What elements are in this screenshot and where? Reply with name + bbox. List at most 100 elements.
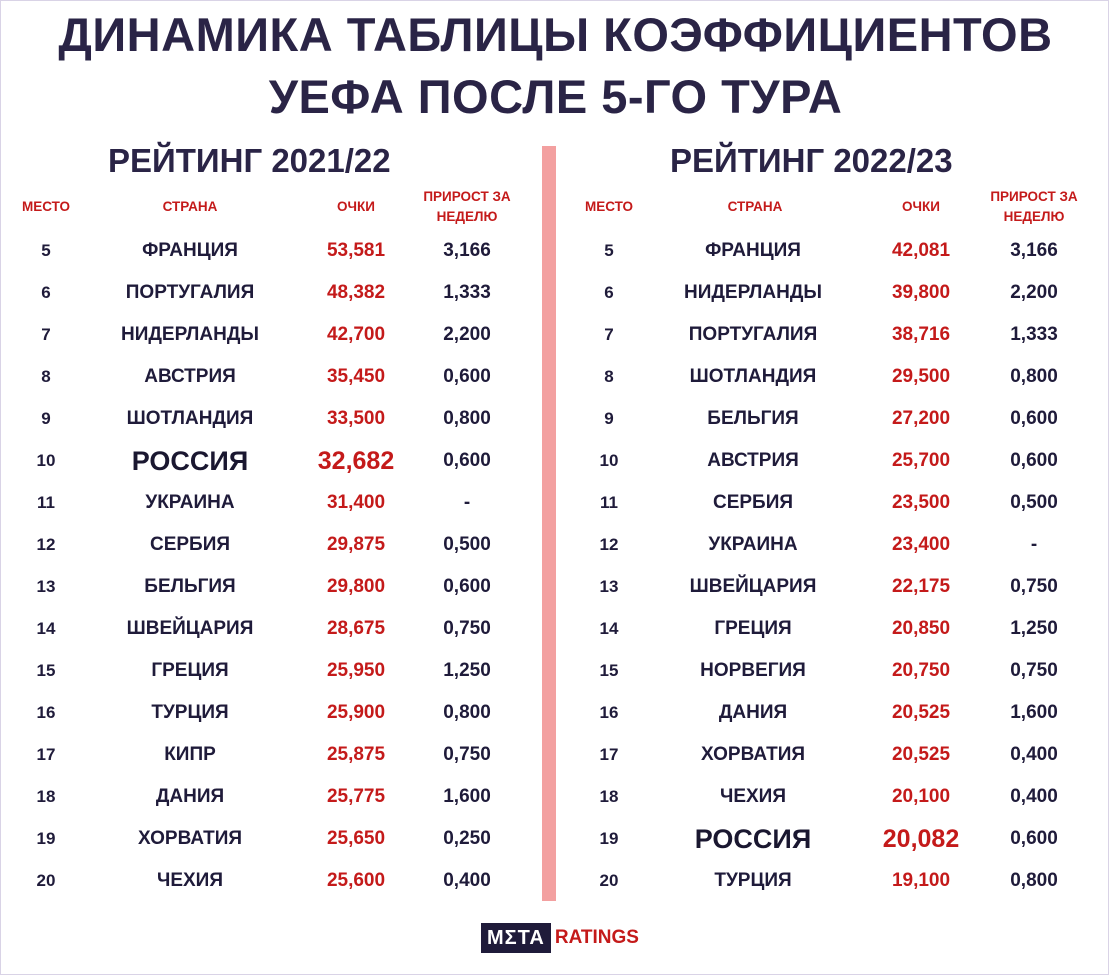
row-place: 8 [41, 367, 51, 386]
row-place: 5 [41, 241, 51, 260]
row-growth: 0,800 [1010, 366, 1058, 387]
row-growth: 0,750 [443, 618, 491, 639]
row-points: 38,716 [891, 324, 951, 345]
row-country: ШВЕЙЦАРИЯ [689, 576, 817, 597]
header-growth-line-1: ПРИРОСТ ЗА [990, 189, 1078, 204]
header-place: МЕСТО [21, 199, 71, 214]
row-country: ШВЕЙЦАРИЯ [126, 618, 254, 639]
logo-text: RATINGS [554, 927, 639, 948]
row-growth: - [463, 492, 471, 513]
row-country: ДАНИЯ [155, 786, 225, 807]
row-growth: 1,250 [1010, 618, 1058, 639]
row-growth: 0,400 [443, 870, 491, 891]
table-row: 6 ПОРТУГАЛИЯ 48,382 1,333 [0, 272, 540, 314]
header-place: МЕСТО [584, 199, 634, 214]
row-points: 20,525 [891, 702, 951, 723]
row-place: 8 [604, 367, 614, 386]
row-place: 14 [599, 619, 619, 638]
row-growth: 0,750 [1010, 660, 1058, 681]
row-growth: 0,600 [1010, 408, 1058, 429]
row-country: ГРЕЦИЯ [151, 660, 229, 681]
row-growth: 0,600 [443, 366, 491, 387]
row-growth: 0,800 [443, 408, 491, 429]
row-country: РОССИЯ [694, 824, 812, 854]
row-place: 17 [599, 745, 619, 764]
row-country: ЧЕХИЯ [156, 870, 223, 891]
row-points: 22,175 [891, 576, 951, 597]
table-row: 10 АВСТРИЯ 25,700 0,600 [565, 440, 1111, 482]
row-points: 23,500 [891, 492, 951, 513]
table-row: 20 ТУРЦИЯ 19,100 0,800 [565, 860, 1111, 902]
row-country: ТУРЦИЯ [714, 870, 792, 891]
header-growth: ПРИРОСТ ЗА НЕДЕЛЮ [975, 187, 1093, 227]
row-growth: 1,333 [1010, 324, 1058, 345]
table-row: 15 ГРЕЦИЯ 25,950 1,250 [0, 650, 540, 692]
table-row: 18 ДАНИЯ 25,775 1,600 [0, 776, 540, 818]
row-points: 31,400 [326, 492, 386, 513]
row-points: 28,675 [326, 618, 386, 639]
row-country: АВСТРИЯ [707, 450, 799, 471]
header-country: СТРАНА [162, 199, 218, 214]
row-points: 42,081 [891, 240, 951, 261]
row-place: 13 [36, 577, 56, 596]
row-points: 25,775 [326, 786, 386, 807]
table-row: 14 ГРЕЦИЯ 20,850 1,250 [565, 608, 1111, 650]
row-place: 16 [36, 703, 56, 722]
table-row: 9 ШОТЛАНДИЯ 33,500 0,800 [0, 398, 540, 440]
row-place: 6 [604, 283, 614, 302]
table-row: 15 НОРВЕГИЯ 20,750 0,750 [565, 650, 1111, 692]
row-place: 18 [36, 787, 56, 806]
table-row: 14 ШВЕЙЦАРИЯ 28,675 0,750 [0, 608, 540, 650]
row-growth: 1,600 [1010, 702, 1058, 723]
table-row: 18 ЧЕХИЯ 20,100 0,400 [565, 776, 1111, 818]
row-growth: 0,500 [443, 534, 491, 555]
table-row: 7 ПОРТУГАЛИЯ 38,716 1,333 [565, 314, 1111, 356]
row-country: СЕРБИЯ [149, 534, 231, 555]
row-place: 7 [41, 325, 51, 344]
row-growth: 0,600 [443, 450, 491, 471]
table-row: 12 УКРАИНА 23,400 - [565, 524, 1111, 566]
row-growth: 0,750 [1010, 576, 1058, 597]
row-growth: 1,600 [443, 786, 491, 807]
row-place: 5 [604, 241, 614, 260]
row-country: УКРАИНА [708, 534, 798, 555]
row-points: 39,800 [891, 282, 951, 303]
row-place: 9 [604, 409, 614, 428]
row-place: 19 [36, 829, 56, 848]
header-growth-line-2: НЕДЕЛЮ [1003, 209, 1065, 224]
row-place: 20 [599, 871, 619, 890]
row-country: ПОРТУГАЛИЯ [688, 324, 818, 345]
row-points: 35,450 [326, 366, 386, 387]
table-row: 19 РОССИЯ 20,082 0,600 [565, 818, 1111, 860]
row-growth: 0,400 [1010, 744, 1058, 765]
row-points: 25,650 [326, 828, 386, 849]
row-points: 23,400 [891, 534, 951, 555]
table-row: 12 СЕРБИЯ 29,875 0,500 [0, 524, 540, 566]
row-place: 6 [41, 283, 51, 302]
row-country: ХОРВАТИЯ [700, 744, 806, 765]
table-row: 16 ТУРЦИЯ 25,900 0,800 [0, 692, 540, 734]
row-place: 15 [36, 661, 56, 680]
row-growth: 0,600 [1010, 828, 1058, 849]
row-country: ШОТЛАНДИЯ [689, 366, 817, 387]
row-place: 17 [36, 745, 56, 764]
header-country: СТРАНА [727, 199, 783, 214]
row-country: ПОРТУГАЛИЯ [125, 282, 255, 303]
row-growth: 0,800 [1010, 870, 1058, 891]
row-place: 7 [604, 325, 614, 344]
row-growth: 3,166 [443, 240, 491, 261]
row-country: НОРВЕГИЯ [700, 660, 806, 681]
header-growth-line-2: НЕДЕЛЮ [436, 209, 498, 224]
row-place: 16 [599, 703, 619, 722]
row-place: 18 [599, 787, 619, 806]
row-points: 25,900 [326, 702, 386, 723]
row-points: 42,700 [326, 324, 386, 345]
row-country: ТУРЦИЯ [151, 702, 229, 723]
table-row: 20 ЧЕХИЯ 25,600 0,400 [0, 860, 540, 902]
row-country: ХОРВАТИЯ [137, 828, 243, 849]
row-points: 29,875 [326, 534, 386, 555]
panel-title: РЕЙТИНГ 2022/23 [670, 142, 953, 179]
row-growth: 2,200 [443, 324, 491, 345]
header-points: ОЧКИ [337, 199, 375, 214]
